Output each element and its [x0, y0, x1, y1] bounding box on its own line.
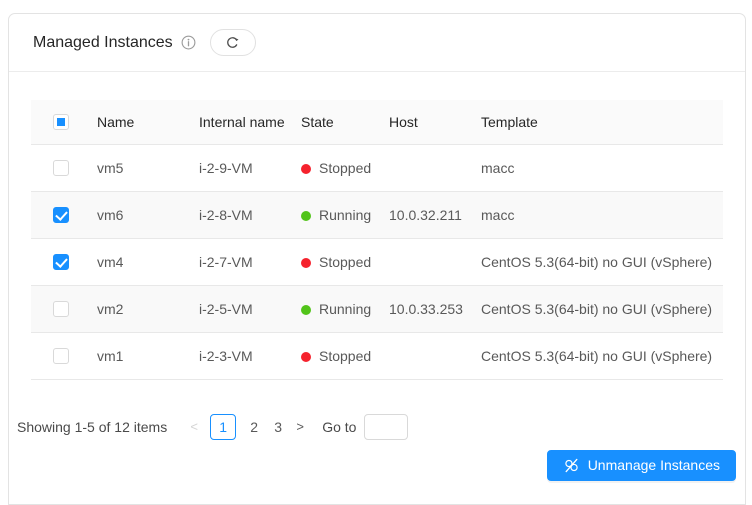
cell-host: 10.0.33.253 [389, 285, 481, 333]
state-dot-icon [301, 257, 311, 268]
cell-name: vm6 [97, 191, 199, 239]
cell-template: CentOS 5.3(64-bit) no GUI (vSphere) [481, 332, 723, 380]
column-header-template: Template [481, 100, 723, 145]
row-checkbox[interactable] [53, 254, 69, 271]
cell-internal-name: i-2-3-VM [199, 332, 301, 380]
cell-name: vm4 [97, 238, 199, 286]
table-row: vm4 i-2-7-VM Stopped CentOS 5.3(64-bit) … [31, 238, 723, 286]
cell-name: vm5 [97, 144, 199, 192]
state-dot-icon [301, 210, 311, 221]
table-row: vm5 i-2-9-VM Stopped macc [31, 144, 723, 192]
state-label: Stopped [319, 159, 372, 176]
instances-table: Name Internal name State Host Template v… [31, 100, 723, 380]
row-checkbox[interactable] [53, 160, 69, 177]
table-row: vm2 i-2-5-VM Running 10.0.33.253 CentOS … [31, 285, 723, 333]
card-header: Managed Instances [9, 14, 745, 72]
state-label: Stopped [319, 347, 372, 364]
cell-host [389, 144, 481, 192]
cell-name: vm2 [97, 285, 199, 333]
table-row: vm1 i-2-3-VM Stopped CentOS 5.3(64-bit) … [31, 332, 723, 380]
cell-state: Stopped [301, 332, 389, 380]
info-circle-icon[interactable] [181, 35, 196, 50]
select-all-checkbox[interactable] [53, 114, 69, 131]
cell-internal-name: i-2-7-VM [199, 238, 301, 286]
state-label: Running [319, 300, 372, 317]
state-label: Running [319, 206, 372, 223]
card-body: Name Internal name State Host Template v… [9, 100, 745, 481]
column-header-state: State [301, 100, 389, 145]
refresh-button[interactable] [209, 29, 256, 56]
state-dot-icon [301, 351, 311, 362]
unmanage-button-label: Unmanage Instances [587, 457, 720, 473]
row-checkbox[interactable] [53, 207, 69, 224]
column-header-host: Host [389, 100, 481, 145]
cell-state: Running [301, 285, 389, 333]
unlink-icon [563, 457, 580, 474]
cell-state: Stopped [301, 144, 389, 192]
cell-internal-name: i-2-9-VM [199, 144, 301, 192]
page-number-3[interactable]: 3 [274, 418, 283, 435]
table-body: vm5 i-2-9-VM Stopped macc vm6 i-2-8-VM R… [31, 144, 723, 380]
cell-template: CentOS 5.3(64-bit) no GUI (vSphere) [481, 238, 723, 286]
cell-name: vm1 [97, 332, 199, 380]
page-title: Managed Instances [33, 33, 173, 51]
goto-page-input[interactable] [364, 413, 409, 440]
cell-internal-name: i-2-5-VM [199, 285, 301, 333]
state-label: Stopped [319, 253, 372, 270]
cell-state: Stopped [301, 238, 389, 286]
cell-internal-name: i-2-8-VM [199, 191, 301, 239]
cell-template: macc [481, 144, 723, 192]
cell-template: CentOS 5.3(64-bit) no GUI (vSphere) [481, 285, 723, 333]
goto-label: Go to [322, 418, 357, 435]
state-dot-icon [301, 304, 311, 315]
page-number-1[interactable]: 1 [210, 413, 237, 440]
footer-actions: Unmanage Instances [31, 449, 736, 481]
column-header-name: Name [97, 100, 199, 145]
table-row: vm6 i-2-8-VM Running 10.0.32.211 macc [31, 191, 723, 239]
column-header-internal-name: Internal name [199, 100, 301, 145]
unmanage-instances-button[interactable]: Unmanage Instances [546, 449, 736, 481]
cell-host [389, 332, 481, 380]
pagination-summary: Showing 1-5 of 12 items [17, 418, 168, 435]
state-dot-icon [301, 163, 311, 174]
row-checkbox[interactable] [53, 301, 69, 318]
page-number-2[interactable]: 2 [250, 418, 259, 435]
cell-host: 10.0.32.211 [389, 191, 481, 239]
cell-template: macc [481, 191, 723, 239]
reload-icon [225, 35, 240, 50]
cell-host [389, 238, 481, 286]
cell-state: Running [301, 191, 389, 239]
prev-page-button[interactable]: < [190, 419, 198, 434]
row-checkbox[interactable] [53, 348, 69, 365]
managed-instances-card: Managed Instances [8, 13, 746, 505]
table-header-row: Name Internal name State Host Template [31, 100, 723, 145]
next-page-button[interactable]: > [296, 419, 304, 434]
